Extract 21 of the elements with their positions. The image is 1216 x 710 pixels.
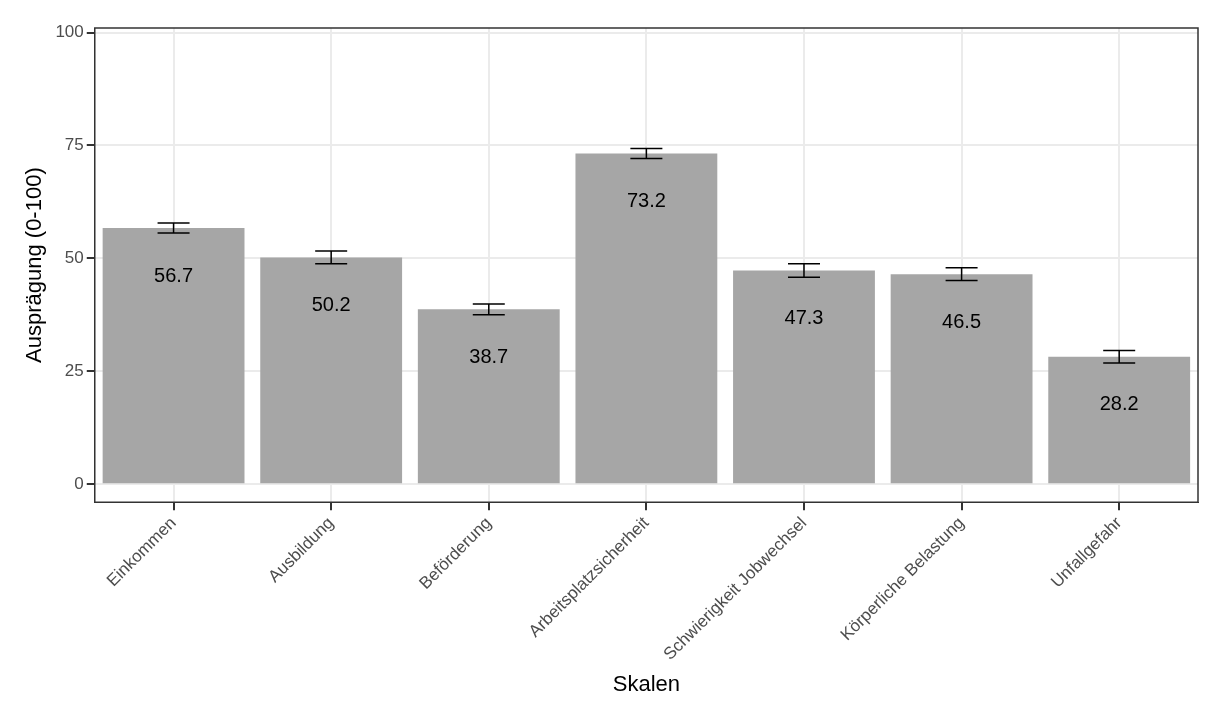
data-label: 50.2 [311,292,351,315]
bar [733,270,875,484]
y-tick-label: 0 [74,473,84,493]
bar [102,228,245,484]
data-label: 28.2 [1099,392,1139,415]
bar [417,309,560,484]
bar [890,274,1033,484]
y-tick-label: 50 [64,248,84,268]
y-tick-label: 75 [64,135,84,155]
data-label: 47.3 [784,306,824,329]
data-label: 38.7 [469,344,509,367]
data-label: 56.7 [154,263,194,286]
bar [575,153,718,484]
bar [1048,356,1191,484]
y-axis-title: Ausprägung (0-100) [21,167,47,363]
y-tick-label: 25 [64,360,84,380]
data-label: 73.2 [626,189,666,212]
x-axis-title: Skalen [612,670,681,696]
bar [260,257,403,484]
y-tick-label: 100 [55,22,84,42]
data-label: 46.5 [942,309,982,332]
